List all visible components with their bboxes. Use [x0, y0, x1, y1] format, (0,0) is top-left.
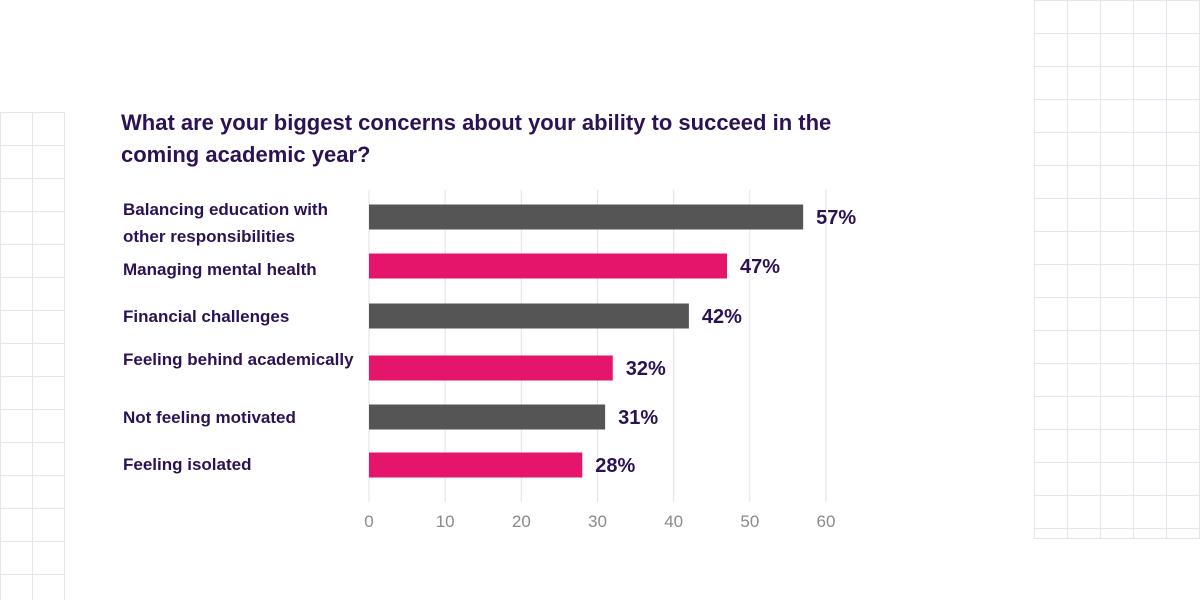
x-tick-label: 40	[664, 512, 683, 531]
bar	[369, 303, 689, 329]
x-tick-label: 20	[512, 512, 531, 531]
category-label: Feeling behind academically	[123, 350, 354, 369]
bar	[369, 404, 606, 430]
category-label: Not feeling motivated	[123, 408, 296, 427]
category-label: Balancing education with other responsib…	[123, 200, 328, 246]
value-label: 28%	[595, 455, 635, 477]
bar	[369, 355, 613, 381]
category-label: Feeling isolated	[123, 455, 252, 474]
value-label: 42%	[702, 306, 742, 328]
decorative-grid-right	[1034, 0, 1200, 539]
x-tick-label: 10	[436, 512, 455, 531]
x-tick-label: 50	[740, 512, 759, 531]
decorative-grid-left	[0, 112, 65, 600]
bar	[369, 253, 727, 279]
x-tick-label: 30	[588, 512, 607, 531]
bar	[369, 204, 804, 230]
chart-title: What are your biggest concerns about you…	[121, 110, 832, 167]
category-label: Financial challenges	[123, 307, 290, 326]
x-tick-label: 0	[364, 512, 373, 531]
bar	[369, 452, 583, 478]
value-label: 57%	[816, 207, 856, 229]
x-tick-label: 60	[817, 512, 836, 531]
category-label: Managing mental health	[123, 260, 317, 279]
value-label: 47%	[740, 256, 780, 278]
value-label: 31%	[618, 407, 658, 429]
value-label: 32%	[626, 358, 666, 380]
